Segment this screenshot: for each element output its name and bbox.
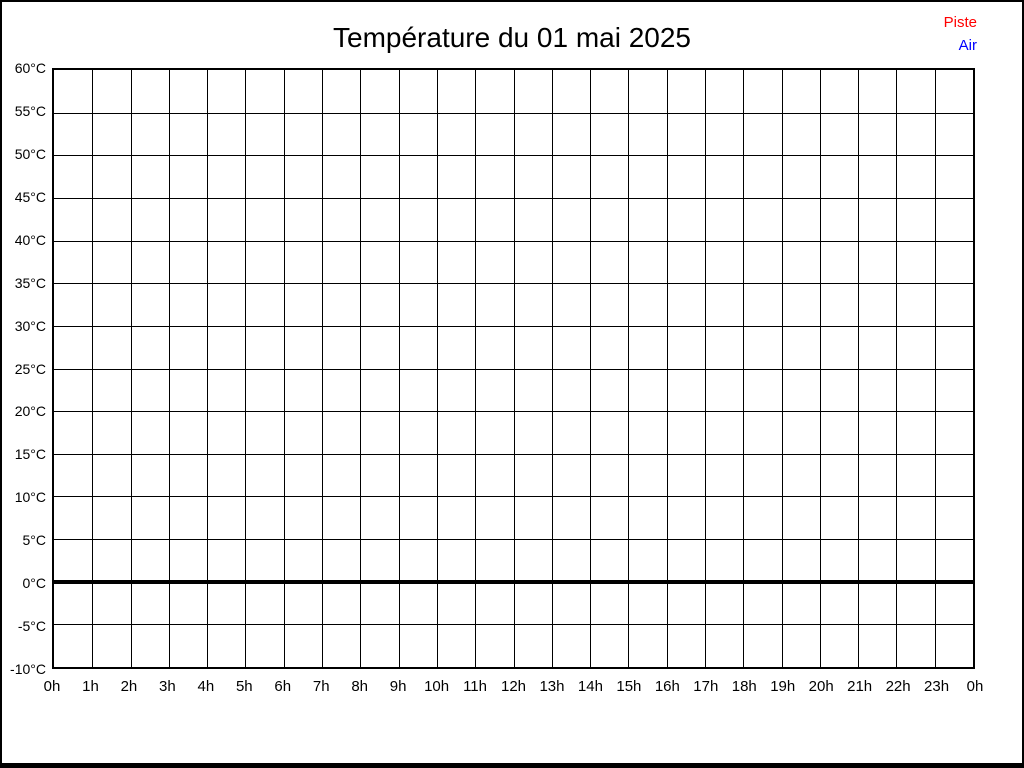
x-tick-label: 17h (693, 678, 719, 695)
zero-line (54, 579, 973, 584)
legend-entry-piste: Piste (943, 14, 977, 31)
x-tick-label: 2h (120, 678, 138, 695)
x-tick-label: 16h (654, 678, 680, 695)
chart-title: Température du 01 mai 2025 (333, 22, 691, 53)
legend-entry-air: Air (958, 37, 977, 54)
grid (54, 70, 973, 667)
gridline-horizontal (54, 411, 973, 413)
y-tick-label: 0°C (22, 575, 47, 592)
y-tick-label: 10°C (14, 489, 46, 506)
y-tick-label: 35°C (14, 274, 46, 291)
x-tick-label: 8h (351, 678, 368, 695)
gridline-horizontal (54, 325, 973, 327)
x-tick-label: 3h (159, 678, 176, 695)
y-tick-label: 25°C (14, 360, 46, 377)
y-tick-label: 55°C (14, 102, 46, 119)
x-tick-label: 5h (235, 678, 253, 695)
gridline-horizontal (54, 368, 973, 370)
x-tick-label: 10h (424, 678, 450, 695)
gridline-horizontal (54, 112, 973, 114)
gridline-horizontal (54, 539, 973, 541)
x-tick-label: 20h (808, 678, 834, 695)
x-tick-label: 19h (770, 678, 796, 695)
x-tick-label: 6h (274, 678, 292, 695)
plot-area (52, 68, 975, 669)
gridline-horizontal (54, 155, 973, 157)
y-tick-label: 60°C (14, 60, 46, 76)
gridline-horizontal (54, 496, 973, 498)
x-tick-label: 11h (463, 678, 487, 695)
y-tick-label: 50°C (14, 145, 46, 162)
x-tick-label: 22h (885, 678, 911, 695)
y-tick-label: -5°C (17, 618, 46, 635)
x-tick-label: 1h (82, 678, 99, 695)
x-tick-label: 15h (616, 678, 642, 695)
gridline-horizontal (54, 624, 973, 626)
x-tick-label: 21h (847, 678, 873, 695)
y-tick-label: 40°C (14, 231, 46, 248)
x-tick-label: 0h (43, 678, 61, 695)
x-tick-label: 4h (197, 678, 215, 695)
gridline-horizontal (54, 240, 973, 242)
x-tick-label: 9h (389, 678, 407, 695)
y-tick-label: 30°C (14, 317, 46, 334)
gridline-horizontal (54, 197, 973, 199)
gridline-horizontal (54, 453, 973, 455)
x-tick-label: 23h (924, 678, 950, 695)
y-tick-label: -10°C (10, 661, 46, 677)
x-tick-label: 7h (312, 678, 330, 695)
x-tick-label: 14h (577, 678, 603, 695)
x-tick-label: 0h (966, 678, 984, 695)
x-tick-label: 12h (500, 678, 527, 695)
x-tick-label: 18h (731, 678, 757, 695)
chart-legend: Piste Air (944, 11, 977, 57)
y-tick-label: 15°C (14, 446, 46, 463)
y-tick-label: 5°C (22, 532, 47, 549)
x-tick-label: 13h (539, 678, 565, 695)
y-tick-label: 45°C (14, 188, 46, 205)
y-tick-label: 20°C (14, 403, 46, 420)
gridline-horizontal (54, 283, 973, 285)
